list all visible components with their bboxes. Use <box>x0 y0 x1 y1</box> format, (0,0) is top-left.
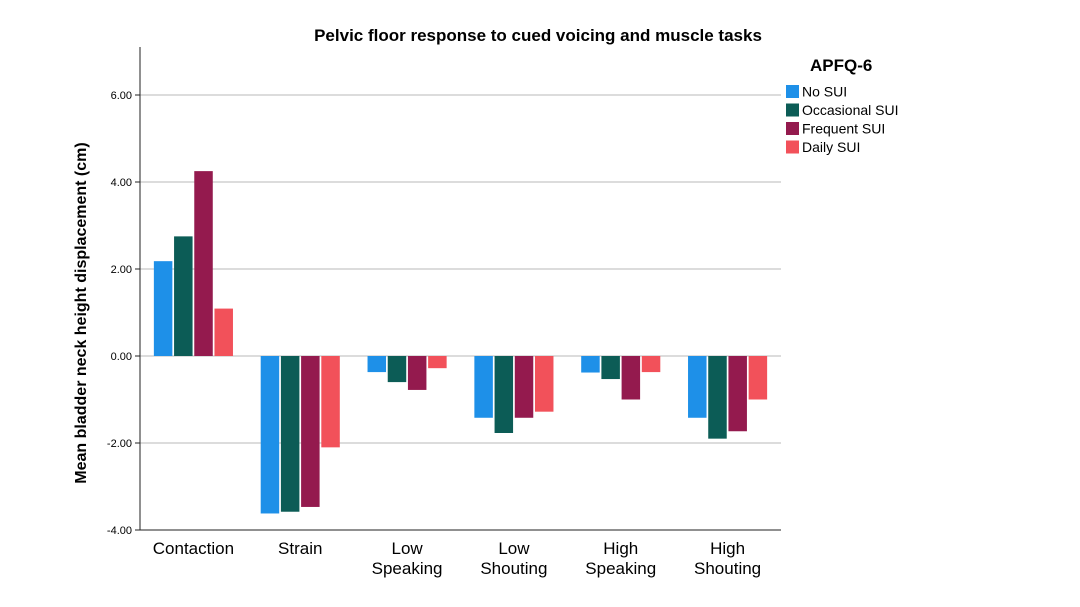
bar-occasional-sui <box>708 356 727 439</box>
bar-no-sui <box>688 356 707 418</box>
gridlines <box>140 94 781 444</box>
bar-daily-sui <box>214 308 233 356</box>
x-tick-label-line: Contaction <box>153 539 234 558</box>
bar-no-sui <box>367 356 387 373</box>
y-tick-label: 2.00 <box>111 264 132 276</box>
y-tick-label: 4.00 <box>111 177 132 189</box>
x-tick-label-line: Shouting <box>694 559 761 578</box>
legend-swatch <box>786 103 799 117</box>
bar-frequent-sui <box>621 356 641 400</box>
bar-occasional-sui <box>280 356 300 512</box>
bar-frequent-sui <box>194 171 213 356</box>
y-tick-label: 6.00 <box>111 90 132 102</box>
y-axis-label: Mean bladder neck height displacement (c… <box>73 142 90 483</box>
x-tick-label-line: Low <box>498 539 530 558</box>
y-tick-label: -4.00 <box>107 525 132 537</box>
legend-swatch <box>786 140 799 154</box>
bar-occasional-sui <box>174 236 193 356</box>
x-tick-label-line: Shouting <box>480 559 547 578</box>
bar-daily-sui <box>534 356 554 412</box>
y-tick-labels: 6.00 4.00 2.00 0.00 -2.00 -4.00 <box>107 90 132 537</box>
bar-occasional-sui <box>601 356 620 380</box>
bar-no-sui <box>474 356 493 418</box>
x-tick-label-line: Strain <box>278 539 322 558</box>
x-tick-label: High Speaking <box>585 539 656 578</box>
bar-daily-sui <box>321 356 340 448</box>
x-tick-label-line: Speaking <box>372 559 443 578</box>
legend-title: APFQ-6 <box>810 56 872 75</box>
legend-item-label: No SUI <box>802 84 847 100</box>
bars <box>153 171 768 514</box>
y-tick-label: -2.00 <box>107 438 132 450</box>
bar-no-sui <box>581 356 600 373</box>
chart-title: Pelvic floor response to cued voicing an… <box>314 26 762 45</box>
x-tick-label-line: Low <box>391 539 423 558</box>
bar-no-sui <box>153 261 173 356</box>
x-tick-label: High Shouting <box>694 539 761 578</box>
bar-no-sui <box>260 356 280 514</box>
x-tick-label: Low Speaking <box>372 539 443 578</box>
y-tick-label: 0.00 <box>111 351 132 363</box>
x-tick-label: Contaction <box>153 539 234 558</box>
bar-daily-sui <box>428 356 447 369</box>
x-tick-label: Strain <box>278 539 322 558</box>
legend-swatch <box>786 85 799 98</box>
legend-item-label: Occasional SUI <box>802 102 898 118</box>
legend: APFQ-6 No SUI Occasional SUI Frequent SUI D… <box>786 56 898 155</box>
bar-occasional-sui <box>387 356 407 383</box>
bar-frequent-sui <box>407 356 427 390</box>
x-tick-label-line: Speaking <box>585 559 656 578</box>
legend-swatch <box>786 122 799 135</box>
x-tick-label-line: High <box>603 539 638 558</box>
legend-item-label: Frequent SUI <box>802 121 885 137</box>
x-tick-label-line: High <box>710 539 745 558</box>
bar-frequent-sui <box>514 356 534 418</box>
legend-item-label: Daily SUI <box>802 139 860 155</box>
bar-frequent-sui <box>728 356 747 432</box>
x-tick-label: Low Shouting <box>480 539 547 578</box>
axes <box>135 47 781 531</box>
bar-daily-sui <box>748 356 768 400</box>
bar-frequent-sui <box>301 356 320 507</box>
bar-daily-sui <box>641 356 661 373</box>
bar-occasional-sui <box>494 356 514 433</box>
